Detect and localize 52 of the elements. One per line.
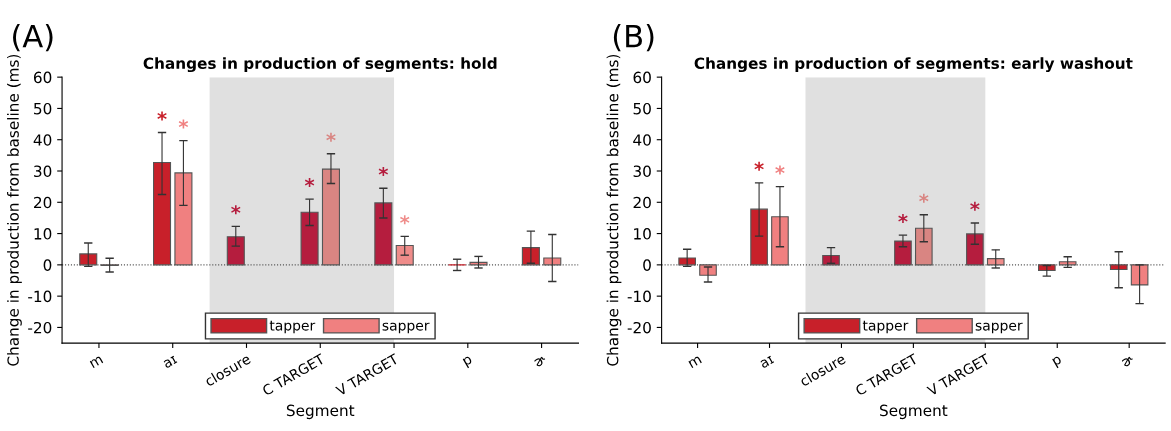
y-tick-label: -20 [627, 321, 651, 334]
x-tick-label: p [462, 355, 474, 369]
y-tick-label: 10 [34, 228, 52, 240]
data-label: * [775, 165, 785, 175]
x-tick-label: p [1052, 355, 1064, 369]
x-tick-label: ɚ [1121, 355, 1135, 368]
data-label: * [970, 201, 980, 211]
y-tick-label: 50 [34, 102, 52, 115]
y-tick-label: 10 [634, 228, 651, 240]
data-label: * [304, 178, 315, 188]
legend-label: tapper [269, 320, 316, 334]
x-tick-label: aɪ [759, 355, 775, 369]
y-axis-title: Change in production from baseline (ms) [606, 54, 622, 366]
data-label: * [400, 215, 410, 225]
x-tick-label: m [688, 355, 702, 369]
y-tick-label: -10 [28, 290, 52, 303]
x-axis-title: Segment [286, 404, 355, 420]
x-axis-title: Segment [880, 404, 948, 420]
y-tick-label: 30 [633, 165, 651, 178]
text: (A) [13, 24, 53, 52]
y-tick-label: 0 [43, 259, 52, 271]
legend-label: tapper [862, 320, 909, 334]
y-axis-title: Change in production from baseline (ms) [7, 54, 22, 366]
legend-label: sapper [975, 322, 1023, 334]
data-label: * [231, 205, 241, 215]
legend-label: sapper [382, 322, 430, 334]
data-label: * [157, 111, 167, 121]
chart-title: Changes in production of segments: early washout [694, 57, 1133, 73]
y-tick-label: 30 [34, 165, 52, 178]
y-tick-label: 40 [633, 134, 651, 146]
y-tick-label: 60 [33, 71, 52, 84]
y-tick-label: 40 [33, 134, 52, 146]
y-tick-label: 50 [633, 102, 651, 115]
y-tick-label: 0 [643, 259, 651, 271]
x-tick-label: m [89, 355, 104, 369]
data-label: * [754, 161, 764, 171]
x-tick-label: aɪ [162, 355, 178, 369]
y-tick-label: -20 [28, 321, 52, 334]
text: (B) [613, 24, 654, 52]
bar [750, 208, 768, 266]
chart-title: Changes in production of segments: hold [143, 57, 497, 73]
data-label: * [178, 119, 189, 129]
data-label: * [919, 193, 929, 203]
x-tick-label: ɚ [533, 355, 547, 368]
y-tick-label: 20 [633, 196, 651, 209]
y-tick-label: -10 [627, 290, 651, 303]
data-label: * [378, 167, 389, 177]
bar [300, 211, 319, 266]
data-label: * [326, 132, 336, 142]
data-label: * [898, 214, 908, 224]
y-tick-label: 60 [633, 71, 651, 84]
y-tick-label: 20 [34, 196, 52, 209]
